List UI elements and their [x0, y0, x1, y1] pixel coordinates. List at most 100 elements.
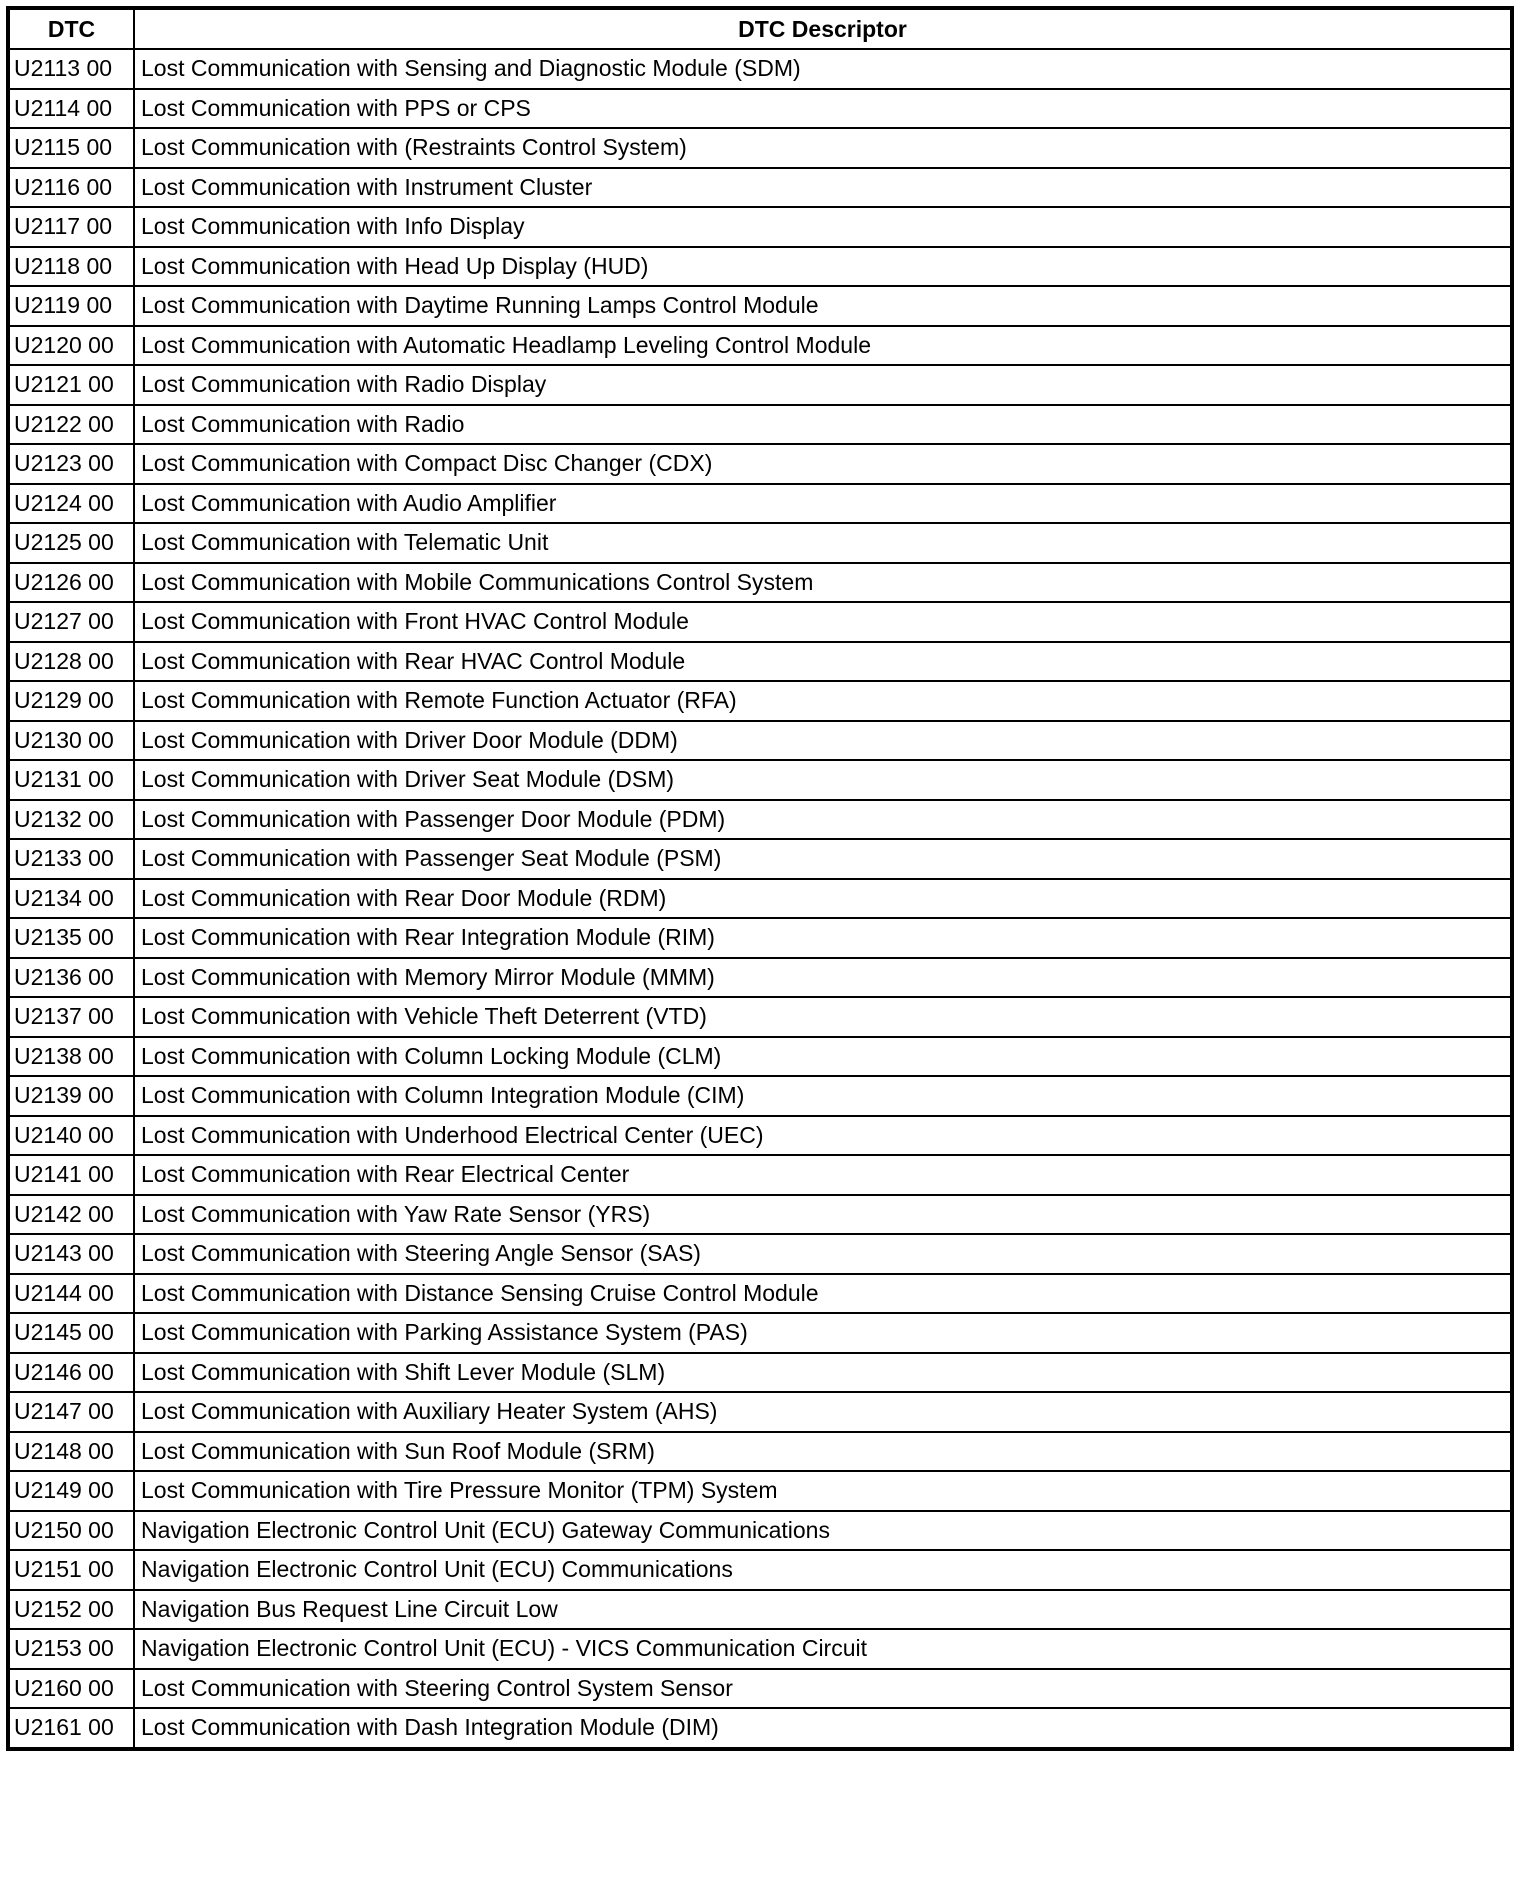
table-row: U2160 00 Lost Communication with Steering…	[7, 1667, 1513, 1709]
table-row: U2121 00 Lost Communication with Radio Di…	[7, 364, 1513, 406]
dtc-descriptor: Lost Communication with Underhood Electr…	[133, 1114, 1513, 1156]
dtc-descriptor: Navigation Electronic Control Unit (ECU)…	[133, 1509, 1513, 1551]
table-row: U2145 00 Lost Communication with Parking …	[7, 1312, 1513, 1354]
table-row: U2128 00 Lost Communication with Rear HVA…	[7, 640, 1513, 682]
table-row: U2135 00 Lost Communication with Rear Int…	[7, 917, 1513, 959]
table-row: U2117 00 Lost Communication with Info Dis…	[7, 206, 1513, 248]
dtc-descriptor: Lost Communication with Remote Function …	[133, 680, 1513, 722]
table-body: U2113 00 Lost Communication with Sensing …	[7, 48, 1513, 1750]
dtc-descriptor: Lost Communication with Tire Pressure Mo…	[133, 1470, 1513, 1512]
dtc-descriptor: Lost Communication with Dash Integration…	[133, 1707, 1513, 1750]
dtc-descriptor: Lost Communication with Instrument Clust…	[133, 166, 1513, 208]
dtc-code: U2121 00	[7, 364, 135, 406]
dtc-descriptor: Lost Communication with Compact Disc Cha…	[133, 443, 1513, 485]
table-row: U2144 00 Lost Communication with Distance…	[7, 1272, 1513, 1314]
dtc-code: U2160 00	[7, 1667, 135, 1709]
dtc-descriptor: Lost Communication with Steering Control…	[133, 1667, 1513, 1709]
dtc-descriptor: Lost Communication with Steering Angle S…	[133, 1233, 1513, 1275]
dtc-code: U2152 00	[7, 1588, 135, 1630]
dtc-code: U2120 00	[7, 324, 135, 366]
dtc-code: U2132 00	[7, 798, 135, 840]
dtc-code: U2126 00	[7, 561, 135, 603]
dtc-descriptor: Navigation Electronic Control Unit (ECU)…	[133, 1628, 1513, 1670]
dtc-code: U2141 00	[7, 1154, 135, 1196]
dtc-code: U2116 00	[7, 166, 135, 208]
dtc-code: U2147 00	[7, 1391, 135, 1433]
dtc-code: U2149 00	[7, 1470, 135, 1512]
dtc-descriptor: Navigation Electronic Control Unit (ECU)…	[133, 1549, 1513, 1591]
dtc-descriptor: Lost Communication with Column Integrati…	[133, 1075, 1513, 1117]
dtc-descriptor: Lost Communication with Yaw Rate Sensor …	[133, 1193, 1513, 1235]
dtc-code: U2130 00	[7, 719, 135, 761]
dtc-descriptor: Lost Communication with Info Display	[133, 206, 1513, 248]
dtc-code: U2142 00	[7, 1193, 135, 1235]
table-row: U2151 00 Navigation Electronic Control Un…	[7, 1549, 1513, 1591]
table-row: U2133 00 Lost Communication with Passenge…	[7, 838, 1513, 880]
table-row: U2125 00 Lost Communication with Telemati…	[7, 522, 1513, 564]
dtc-descriptor: Lost Communication with Radio Display	[133, 364, 1513, 406]
dtc-code: U2136 00	[7, 956, 135, 998]
dtc-table: DTC DTC Descriptor U2113 00 Lost Communic…	[6, 6, 1514, 1751]
table-row: U2130 00 Lost Communication with Driver D…	[7, 719, 1513, 761]
dtc-descriptor: Lost Communication with Automatic Headla…	[133, 324, 1513, 366]
dtc-code: U2138 00	[7, 1035, 135, 1077]
dtc-descriptor: Lost Communication with PPS or CPS	[133, 87, 1513, 129]
table-row: U2142 00 Lost Communication with Yaw Rate…	[7, 1193, 1513, 1235]
dtc-code: U2131 00	[7, 759, 135, 801]
table-row: U2118 00 Lost Communication with Head Up …	[7, 245, 1513, 287]
table-row: U2131 00 Lost Communication with Driver S…	[7, 759, 1513, 801]
table-row: U2147 00 Lost Communication with Auxiliar…	[7, 1391, 1513, 1433]
table-row: U2119 00 Lost Communication with Daytime …	[7, 285, 1513, 327]
table-row: U2122 00 Lost Communication with Radio	[7, 403, 1513, 445]
table-row: U2143 00 Lost Communication with Steering…	[7, 1233, 1513, 1275]
dtc-code: U2125 00	[7, 522, 135, 564]
dtc-code: U2115 00	[7, 127, 135, 169]
dtc-descriptor: Lost Communication with Rear HVAC Contro…	[133, 640, 1513, 682]
dtc-code: U2118 00	[7, 245, 135, 287]
table-row: U2138 00 Lost Communication with Column L…	[7, 1035, 1513, 1077]
dtc-descriptor: Lost Communication with Audio Amplifier	[133, 482, 1513, 524]
dtc-descriptor: Lost Communication with Memory Mirror Mo…	[133, 956, 1513, 998]
dtc-code: U2117 00	[7, 206, 135, 248]
table-row: U2141 00 Lost Communication with Rear Ele…	[7, 1154, 1513, 1196]
dtc-descriptor: Lost Communication with Front HVAC Contr…	[133, 601, 1513, 643]
table-row: U2136 00 Lost Communication with Memory M…	[7, 956, 1513, 998]
table-row: U2137 00 Lost Communication with Vehicle …	[7, 996, 1513, 1038]
table-row: U2149 00 Lost Communication with Tire Pre…	[7, 1470, 1513, 1512]
dtc-descriptor: Lost Communication with Column Locking M…	[133, 1035, 1513, 1077]
dtc-descriptor: Lost Communication with Rear Electrical …	[133, 1154, 1513, 1196]
dtc-code: U2143 00	[7, 1233, 135, 1275]
table-row: U2134 00 Lost Communication with Rear Doo…	[7, 877, 1513, 919]
dtc-code: U2128 00	[7, 640, 135, 682]
dtc-descriptor: Lost Communication with Sensing and Diag…	[133, 48, 1513, 90]
table-row: U2140 00 Lost Communication with Underhoo…	[7, 1114, 1513, 1156]
dtc-descriptor: Lost Communication with Radio	[133, 403, 1513, 445]
table-row: U2132 00 Lost Communication with Passenge…	[7, 798, 1513, 840]
dtc-code: U2146 00	[7, 1351, 135, 1393]
dtc-descriptor: Lost Communication with Daytime Running …	[133, 285, 1513, 327]
dtc-code: U2139 00	[7, 1075, 135, 1117]
dtc-code: U2145 00	[7, 1312, 135, 1354]
table-row: U2127 00 Lost Communication with Front HV…	[7, 601, 1513, 643]
dtc-code: U2151 00	[7, 1549, 135, 1591]
table-row: U2161 00 Lost Communication with Dash Int…	[7, 1707, 1513, 1750]
table-row: U2126 00 Lost Communication with Mobile C…	[7, 561, 1513, 603]
table-row: U2113 00 Lost Communication with Sensing …	[7, 48, 1513, 90]
dtc-descriptor: Lost Communication with Mobile Communica…	[133, 561, 1513, 603]
dtc-code: U2114 00	[7, 87, 135, 129]
dtc-code: U2144 00	[7, 1272, 135, 1314]
dtc-code: U2119 00	[7, 285, 135, 327]
dtc-descriptor: Lost Communication with Auxiliary Heater…	[133, 1391, 1513, 1433]
dtc-descriptor: Lost Communication with Distance Sensing…	[133, 1272, 1513, 1314]
dtc-code: U2133 00	[7, 838, 135, 880]
dtc-code: U2134 00	[7, 877, 135, 919]
dtc-code: U2140 00	[7, 1114, 135, 1156]
dtc-code: U2150 00	[7, 1509, 135, 1551]
dtc-descriptor: Lost Communication with Vehicle Theft De…	[133, 996, 1513, 1038]
dtc-descriptor: Lost Communication with (Restraints Cont…	[133, 127, 1513, 169]
dtc-code: U2113 00	[7, 48, 135, 90]
dtc-code: U2135 00	[7, 917, 135, 959]
dtc-descriptor: Lost Communication with Passenger Door M…	[133, 798, 1513, 840]
table-row: U2152 00 Navigation Bus Request Line Circ…	[7, 1588, 1513, 1630]
table-row: U2124 00 Lost Communication with Audio Am…	[7, 482, 1513, 524]
